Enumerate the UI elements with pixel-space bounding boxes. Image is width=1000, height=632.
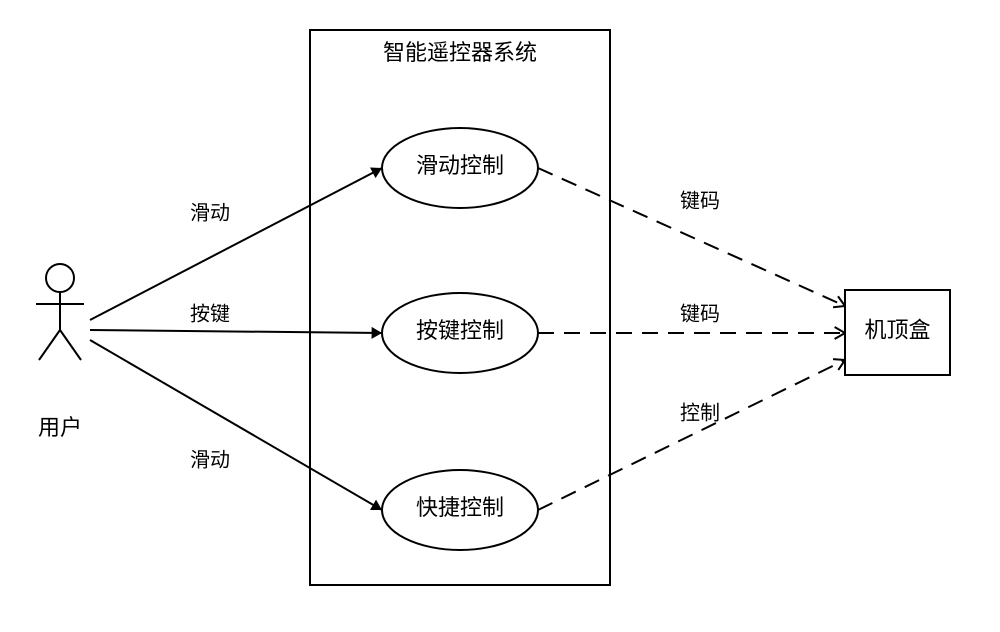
edge-e-button (90, 330, 382, 333)
actor-label: 用户 (38, 415, 82, 440)
uc-button-label: 按键控制 (416, 318, 504, 343)
actor-leg-r (60, 330, 81, 360)
actor-leg-l (39, 330, 60, 360)
uc-slide-label: 滑动控制 (416, 153, 504, 178)
edge-e-button-label: 按键 (190, 303, 230, 326)
edge-e-quick (90, 340, 382, 510)
system-title: 智能遥控器系统 (383, 40, 537, 65)
uc-quick-label: 快捷控制 (416, 495, 504, 520)
actor-head (46, 264, 74, 292)
dedge-d-slide (538, 168, 845, 306)
target-box-label: 机顶盒 (864, 318, 930, 343)
edge-e-quick-label: 滑动 (190, 449, 230, 472)
dedge-d-quick-label: 控制 (680, 402, 720, 425)
edge-e-slide-label: 滑动 (190, 202, 230, 225)
dedge-d-quick (538, 360, 845, 510)
dedge-d-button-label: 键码 (680, 303, 720, 326)
edge-e-slide (90, 168, 382, 320)
dedge-d-slide-label: 键码 (680, 190, 720, 213)
